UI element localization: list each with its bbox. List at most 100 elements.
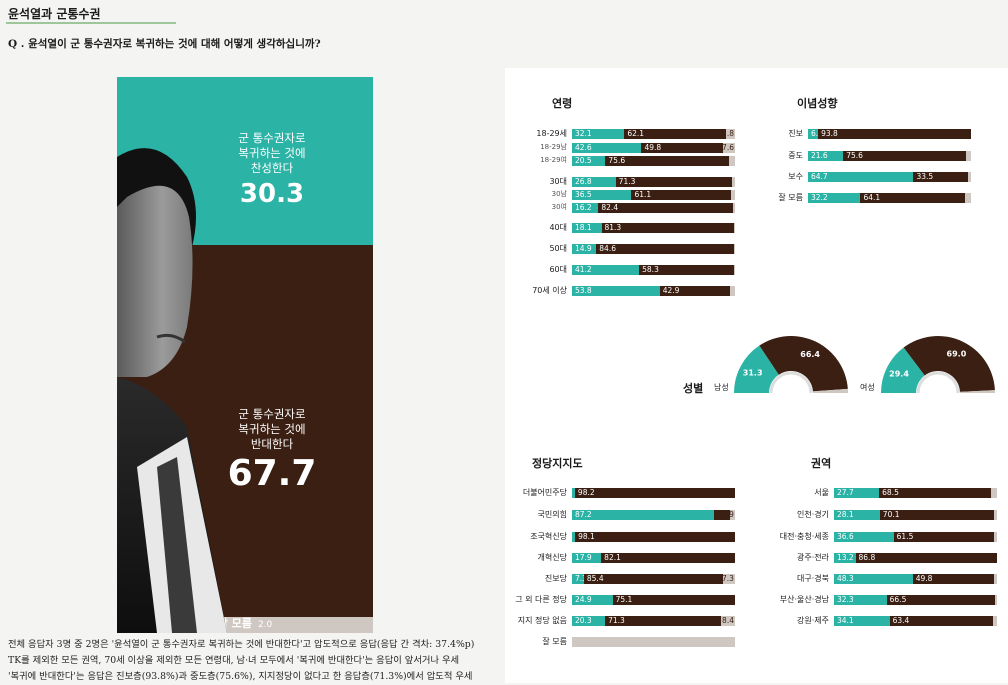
agree-segment: 53.8 [572, 286, 660, 296]
bar-category-label: 30대 [549, 177, 567, 186]
bar-category-label: 18-29세 [536, 129, 567, 138]
bar-track: 16.2 82.4 [572, 203, 735, 213]
segment-value: 8.4 [722, 616, 734, 625]
agree-segment: 28.1 [834, 510, 880, 520]
bar-track: 27.7 68.5 [834, 488, 997, 498]
segment-value: 42.9 [662, 286, 680, 295]
agree-segment: 32.1 [572, 129, 625, 139]
segment-value: 17.9 [575, 553, 592, 562]
oppose-segment: 71.3 [615, 177, 732, 187]
unknown-segment [968, 172, 971, 182]
oppose-segment: 61.5 [893, 532, 994, 542]
segment-value: 36.5 [575, 190, 592, 199]
unknown-segment [734, 244, 735, 254]
bar-category-label: 30남 [551, 190, 567, 198]
bar-category-label: 50대 [549, 244, 567, 253]
unknown-segment [731, 177, 735, 187]
oppose-segment: 75.6 [605, 156, 729, 166]
title-underline [6, 22, 176, 24]
bar-track: 18.1 81.3 [572, 223, 735, 233]
agree-segment: 32.3 [834, 595, 887, 605]
bar-category-label: 개혁신당 [537, 553, 567, 562]
bar-category-label: 광주·전라 [797, 553, 829, 562]
segment-value: 53.8 [575, 286, 592, 295]
segment-value: 21.6 [811, 151, 828, 160]
bar-track: 98.2 [572, 488, 735, 498]
oppose-segment: 82.4 [598, 203, 733, 213]
label-line: 복귀하는 것에 [238, 422, 306, 436]
segment-value: 24.9 [575, 595, 592, 604]
oppose-segment: 75.6 [843, 151, 967, 161]
bar-category-label: 잘 모름 [778, 193, 803, 202]
oppose-segment: 64.1 [860, 193, 965, 203]
agree-segment: 41.2 [572, 265, 640, 275]
segment-value: 75.1 [615, 595, 633, 604]
oppose-segment: 42.9 [659, 286, 730, 296]
segment-value: 27.7 [837, 488, 854, 497]
bar-category-label: 지지 정당 없음 [517, 616, 567, 625]
unknown-segment [728, 156, 735, 166]
agree-segment: 34.1 [834, 616, 890, 626]
chart-title: 권역 [811, 457, 832, 470]
segment-value: 49.8 [915, 574, 933, 583]
oppose-segment: 82.1 [601, 553, 735, 563]
oppose-segment: 98.1 [575, 532, 735, 542]
unknown-segment [734, 265, 735, 275]
bar-category-label: 60대 [549, 265, 567, 274]
oppose-segment [714, 510, 731, 520]
bar-track: 36.6 61.5 [834, 532, 997, 542]
label-line: 군 통수권자로 [238, 131, 306, 145]
donut-category-label: 남성 [714, 383, 729, 392]
bar-category-label: 그 외 다른 정당 [515, 595, 567, 604]
unknown-segment [732, 203, 735, 213]
segment-value: 62.1 [627, 129, 645, 138]
unknown-segment: 9.9 [722, 510, 735, 520]
segment-value: 9.9 [722, 510, 734, 519]
bar-category-label: 강원·제주 [797, 616, 829, 625]
unknown-segment [964, 193, 971, 203]
bar-track: 26.8 71.3 [572, 177, 735, 187]
segment-value: 75.6 [608, 156, 626, 165]
bar-track: 32.3 66.5 [834, 595, 997, 605]
segment-value: 98.1 [578, 532, 595, 541]
agree-segment: 6.2 [808, 129, 823, 139]
summary-line: TK를 제외한 모든 권역, 70세 이상을 제외한 모든 연령대, 남·녀 모… [8, 655, 460, 666]
unknown-label: 잘 모름 2.0 [217, 617, 273, 630]
agree-segment: 13.2 [834, 553, 856, 563]
oppose-segment: 33.5 [913, 172, 969, 182]
agree-segment: 27.7 [834, 488, 880, 498]
segment-value: 13.2 [837, 553, 854, 562]
bar-category-label: 18-29여 [540, 156, 567, 164]
unknown-segment: 5.8 [722, 129, 735, 139]
overall-result-bar: 잘 모름 2.0 군 통수권자로 복귀하는 것에 찬성한다 30.3 군 통수권자로 복… [117, 77, 373, 633]
agree-segment: 64.7 [808, 172, 914, 182]
page-title: 윤석열과 군통수권 [8, 7, 101, 21]
oppose-segment: 71.3 [605, 616, 722, 626]
segment-value: 41.2 [575, 265, 592, 274]
bar-category-label: 대구·경북 [797, 574, 829, 583]
segment-value: 68.5 [882, 488, 899, 497]
bar-category-label: 더불어민주당 [522, 488, 567, 497]
unknown-segment [731, 190, 735, 200]
bar-track: 32.1 62.1 5.8 [572, 129, 735, 139]
agree-segment: 42.6 [572, 143, 642, 153]
bar-track: 42.6 49.8 7.6 [572, 143, 735, 153]
bar-track: 6.2 93.8 [808, 129, 971, 139]
summary-line: 전체 응답자 3명 중 2명은 '윤석열이 군 통수권자로 복귀하는 것에 반대… [8, 639, 475, 650]
segment-value: 70.1 [882, 510, 900, 519]
label-line: 반대한다 [250, 437, 294, 451]
segment-value: 32.1 [575, 129, 592, 138]
chart-title: 연령 [552, 97, 573, 110]
oppose-segment: 62.1 [624, 129, 726, 139]
oppose-segment: 93.8 [818, 129, 971, 139]
segment-value: 61.5 [896, 532, 914, 541]
agree-segment: 18.1 [572, 223, 602, 233]
agree-value: 30.3 [239, 179, 305, 209]
oppose-segment: 63.4 [889, 616, 993, 626]
bar-category-label: 인천·경기 [797, 510, 829, 519]
oppose-segment: 66.5 [886, 595, 996, 605]
agree-segment: 87.2 [572, 510, 715, 520]
bar-category-label: 부산·울산·경남 [779, 595, 829, 604]
agree-segment: 48.3 [834, 574, 913, 584]
segment-value: 33.5 [916, 172, 934, 181]
